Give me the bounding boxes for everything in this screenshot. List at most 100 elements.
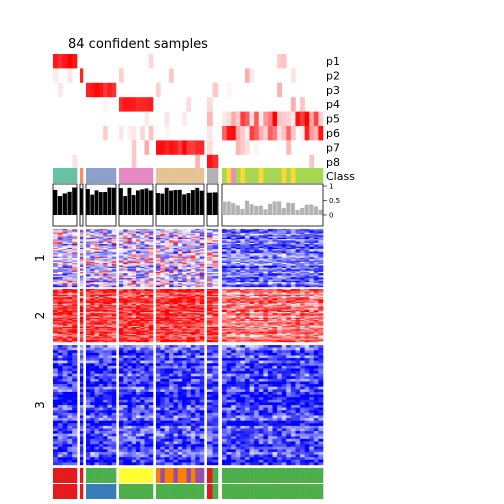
heatmap-cell (80, 331, 84, 333)
prob-cell (318, 111, 324, 126)
heatmap-cell (300, 279, 305, 281)
heatmap-cell (173, 256, 179, 259)
heatmap-cell (164, 275, 170, 278)
heatmap-cell (164, 273, 170, 275)
heatmap-cell (98, 325, 104, 328)
heatmap-cell (80, 318, 84, 321)
heatmap-cell (290, 255, 296, 257)
heatmap-cell (235, 244, 241, 246)
heatmap-cell (207, 307, 213, 309)
heatmap-cell (53, 279, 59, 281)
heatmap-cell (281, 236, 287, 239)
heatmap-cell (72, 312, 78, 314)
heatmap-cell (272, 298, 278, 300)
heatmap-cell (90, 276, 95, 279)
heatmap-cell (80, 235, 84, 237)
heatmap-cell (111, 294, 117, 297)
heatmap-cell (57, 252, 63, 255)
heatmap-cell (226, 268, 232, 270)
heatmap-cell (290, 280, 296, 283)
heatmap-cell (53, 306, 59, 308)
heatmap-cell (231, 285, 237, 288)
heatmap-cell (195, 278, 200, 280)
heatmap-cell (258, 307, 264, 309)
heatmap-cell (140, 258, 145, 260)
heatmap-cell (235, 239, 241, 241)
heatmap-cell (127, 314, 133, 316)
heatmap-cell (231, 316, 237, 318)
heatmap-cell (80, 230, 84, 232)
heatmap-cell (67, 239, 73, 241)
heatmap-cell (144, 298, 150, 300)
heatmap-cell (98, 279, 104, 281)
heatmap-cell (309, 255, 315, 257)
heatmap-cell (300, 230, 305, 232)
heatmap-cell (107, 229, 113, 231)
heatmap-cell (212, 306, 219, 308)
heatmap-cell (169, 314, 174, 316)
heatmap-cell (72, 255, 78, 257)
heatmap-cell (190, 301, 196, 304)
heatmap-cell (177, 231, 183, 233)
heatmap-cell (57, 232, 63, 235)
heatmap-cell (222, 312, 227, 314)
heatmap-cell (290, 293, 296, 295)
heatmap-cell (254, 260, 260, 262)
heatmap-cell (160, 302, 166, 305)
heatmap-cell (304, 245, 310, 247)
heatmap-cell (119, 294, 124, 297)
heatmap-cell (222, 247, 227, 250)
heatmap-cell (226, 293, 232, 295)
heatmap-cell (281, 270, 287, 273)
heatmap-cell (263, 254, 269, 256)
heatmap-cell (160, 232, 166, 235)
heatmap-cell (267, 263, 273, 265)
heatmap-cell (226, 247, 232, 250)
prob-cell (90, 82, 95, 98)
heatmap-cell (277, 268, 282, 270)
heatmap-cell (258, 258, 264, 260)
prob-cell (123, 97, 128, 112)
heatmap-cell (86, 265, 91, 268)
heatmap-cell (169, 255, 174, 257)
heatmap-cell (290, 242, 296, 245)
class-cell (136, 168, 141, 183)
heatmap-cell (309, 316, 315, 318)
heatmap-cell (272, 318, 278, 321)
heatmap-cell (169, 324, 174, 327)
heatmap-cell (156, 310, 161, 313)
heatmap-cell (86, 279, 91, 281)
heatmap-cell (160, 263, 166, 265)
heatmap-cell (190, 318, 196, 321)
heatmap-cell (98, 318, 104, 321)
heatmap-cell (295, 317, 301, 320)
heatmap-cell (195, 323, 200, 325)
heatmap-cell (164, 313, 170, 315)
heatmap-cell (313, 283, 319, 285)
heatmap-cell (111, 321, 117, 323)
heatmap-cell (254, 305, 260, 307)
heatmap-cell (67, 229, 73, 231)
heatmap-cell (277, 317, 282, 320)
heatmap-cell (90, 294, 95, 297)
heatmap-cell (90, 297, 95, 299)
heatmap-cell (267, 271, 273, 274)
heatmap-cell (72, 330, 78, 332)
heatmap-cell (144, 292, 150, 294)
heatmap-cell (72, 249, 78, 251)
heatmap-cell (98, 306, 104, 308)
heatmap-cell (240, 291, 246, 293)
heatmap-cell (136, 271, 141, 274)
heatmap-cell (72, 332, 78, 335)
heatmap-cell (98, 327, 104, 329)
heatmap-cell (131, 274, 137, 276)
heatmap-cell (300, 259, 305, 261)
heatmap-cell (123, 274, 128, 276)
prob-cell (103, 97, 108, 112)
heatmap-cell (136, 230, 141, 232)
heatmap-cell (249, 324, 255, 327)
heatmap-cell (272, 235, 278, 237)
heatmap-cell (235, 299, 241, 301)
heatmap-cell (90, 302, 95, 305)
heatmap-cell (190, 237, 196, 240)
